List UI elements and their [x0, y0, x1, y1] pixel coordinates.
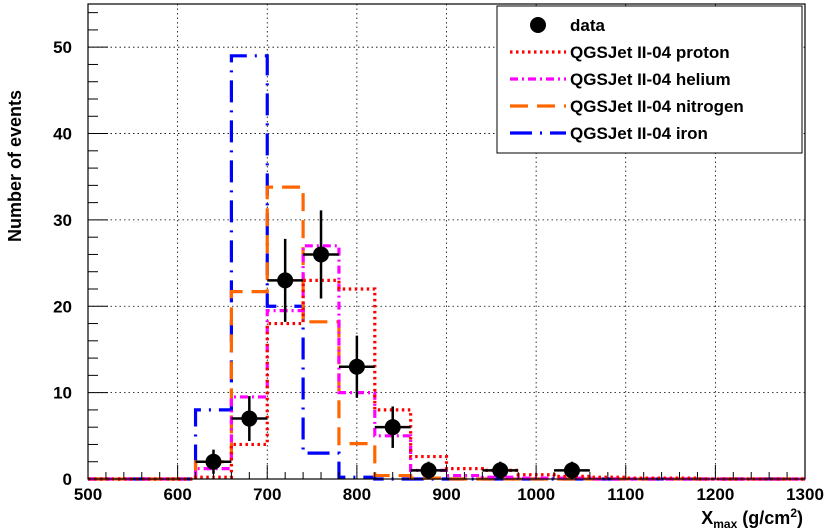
- data-point: [492, 462, 509, 479]
- y-tick-label: 50: [53, 38, 72, 57]
- x-tick-label: 1300: [786, 485, 824, 504]
- x-tick-label: 1100: [607, 485, 644, 504]
- data-point: [420, 462, 437, 479]
- x-tick-label: 700: [253, 485, 281, 504]
- data-point: [205, 453, 222, 470]
- y-tick-label: 10: [53, 384, 72, 403]
- y-axis-title: Number of events: [5, 90, 25, 242]
- legend: data QGSJet II-04 proton QGSJet II-04 heli…: [496, 5, 803, 154]
- histogram-series-0: [88, 278, 805, 481]
- legend-entry-data: data: [530, 16, 606, 35]
- x-axis-title-main: X: [701, 508, 713, 528]
- data-points-layer: [195, 210, 590, 479]
- legend-label-data: data: [570, 16, 606, 35]
- y-tick-label: 40: [53, 125, 72, 144]
- histogram-series-1: [88, 244, 805, 481]
- legend-entry-2: QGSJet II-04 nitrogen: [510, 97, 744, 116]
- data-point: [277, 272, 294, 289]
- x-axis-title-unit-end: ): [797, 508, 803, 528]
- legend-label-1: QGSJet II-04 helium: [570, 70, 731, 89]
- legend-entry-3: QGSJet II-04 iron: [510, 124, 708, 143]
- x-axis-title: Xmax (g/cm2): [701, 506, 803, 531]
- axis-ticks: [87, 12, 806, 480]
- y-tick-label: 0: [63, 470, 72, 489]
- x-tick-label: 500: [74, 485, 102, 504]
- x-tick-label: 600: [163, 485, 191, 504]
- legend-entry-1: QGSJet II-04 helium: [510, 70, 731, 89]
- x-axis-title-sup: 2: [790, 506, 797, 520]
- tick-labels: 500 600 700 800 900 1000 1100 1200 1300 0 10 20 30 40…: [53, 38, 824, 504]
- legend-label-2: QGSJet II-04 nitrogen: [570, 97, 744, 116]
- y-tick-label: 20: [53, 297, 72, 316]
- data-point: [348, 358, 365, 375]
- x-tick-label: 800: [343, 485, 371, 504]
- legend-label-0: QGSJet II-04 proton: [570, 43, 730, 62]
- x-axis-title-sub: max: [713, 517, 737, 531]
- data-point: [384, 419, 401, 436]
- y-tick-label: 30: [53, 211, 72, 230]
- x-tick-label: 1000: [517, 485, 555, 504]
- legend-label-3: QGSJet II-04 iron: [570, 124, 708, 143]
- x-axis-title-unit: (g/cm: [737, 508, 790, 528]
- x-tick-label: 1200: [696, 485, 734, 504]
- legend-marker-data: [530, 17, 546, 33]
- data-point: [313, 246, 330, 263]
- data-point: [241, 410, 258, 427]
- x-tick-label: 900: [432, 485, 460, 504]
- data-point: [563, 462, 580, 479]
- legend-entry-0: QGSJet II-04 proton: [510, 43, 730, 62]
